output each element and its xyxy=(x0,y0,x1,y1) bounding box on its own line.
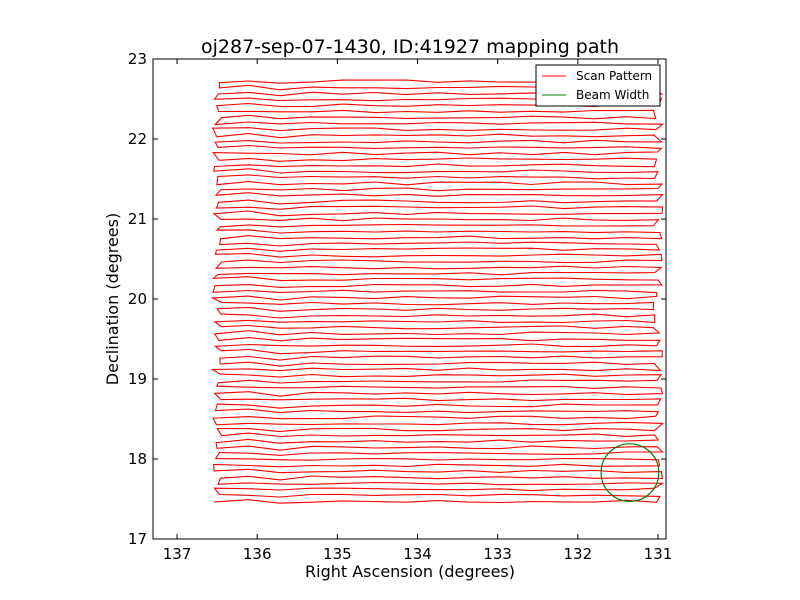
x-tick-label: 132 xyxy=(564,545,593,563)
y-tick-label: 22 xyxy=(128,130,147,148)
legend-box xyxy=(535,64,661,107)
chart-title: oj287-sep-07-1430, ID:41927 mapping path xyxy=(201,36,619,58)
x-tick-label: 134 xyxy=(403,545,432,563)
plot-area xyxy=(153,59,666,539)
scan-pattern-line xyxy=(210,79,665,504)
legend-label-scan-pattern: Scan Pattern xyxy=(576,69,652,83)
x-axis: 137 136 135 134 133 132 131 xyxy=(163,59,673,563)
x-tick-label: 133 xyxy=(483,545,512,563)
x-tick-label: 137 xyxy=(163,545,192,563)
x-axis-label: Right Ascension (degrees) xyxy=(305,562,515,581)
scan-pattern-series xyxy=(210,79,665,504)
y-tick-label: 20 xyxy=(128,290,147,308)
legend-label-beam-width: Beam Width xyxy=(576,88,649,102)
y-axis-label: Declination (degrees) xyxy=(103,213,122,385)
beam-width-series xyxy=(600,443,660,503)
y-tick-label: 19 xyxy=(128,370,147,388)
x-tick-label: 135 xyxy=(323,545,352,563)
plot-background xyxy=(153,59,666,539)
y-tick-label: 21 xyxy=(128,210,147,228)
beam-width-circle xyxy=(600,443,660,503)
y-tick-label: 17 xyxy=(128,530,147,548)
x-tick-label: 136 xyxy=(243,545,272,563)
legend: Scan Pattern Beam Width xyxy=(535,64,661,107)
y-axis: 17 18 19 20 21 22 23 xyxy=(128,50,666,548)
x-tick-label: 131 xyxy=(644,545,673,563)
y-tick-label: 18 xyxy=(128,450,147,468)
y-tick-label: 23 xyxy=(128,50,147,68)
